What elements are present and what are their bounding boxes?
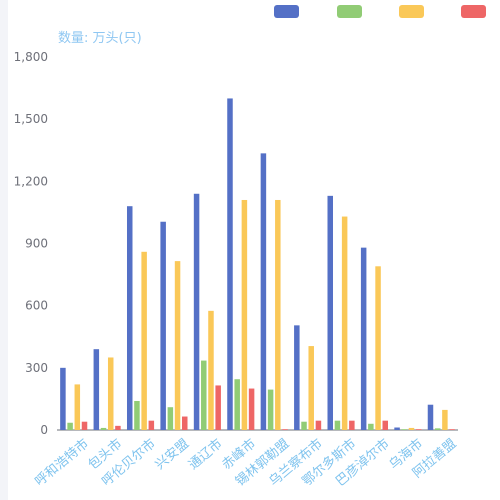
bar[interactable] xyxy=(234,379,240,430)
bar[interactable] xyxy=(434,428,441,430)
y-tick-label: 1,500 xyxy=(14,112,48,126)
bar-group xyxy=(360,247,389,430)
x-tick-label: 兴安盟 xyxy=(153,436,193,473)
bar[interactable] xyxy=(115,425,121,430)
bar-group xyxy=(394,427,422,430)
x-tick-label: 通辽市 xyxy=(185,436,225,473)
bar[interactable] xyxy=(349,420,355,430)
bar[interactable] xyxy=(227,98,233,430)
bar[interactable] xyxy=(327,195,333,430)
legend-swatch[interactable] xyxy=(461,5,486,18)
bar[interactable] xyxy=(375,266,381,430)
bar[interactable] xyxy=(394,427,400,430)
bar[interactable] xyxy=(81,421,88,430)
bar[interactable] xyxy=(215,385,221,430)
bar[interactable] xyxy=(282,429,288,430)
y-tick-label: 1,200 xyxy=(14,174,48,188)
bar[interactable] xyxy=(415,429,422,430)
bar[interactable] xyxy=(308,346,314,430)
legend-swatch[interactable] xyxy=(337,5,362,18)
bar[interactable] xyxy=(174,261,181,430)
bar[interactable] xyxy=(134,400,140,430)
bars xyxy=(60,98,455,430)
bar[interactable] xyxy=(208,310,214,430)
bar[interactable] xyxy=(275,199,281,430)
legend-swatch[interactable] xyxy=(274,5,299,18)
bar[interactable] xyxy=(408,427,415,430)
bar[interactable] xyxy=(401,429,408,430)
bar[interactable] xyxy=(301,421,307,430)
bar[interactable] xyxy=(334,420,341,430)
y-tick-label: 1,800 xyxy=(14,50,48,64)
bar[interactable] xyxy=(248,388,255,430)
bar[interactable] xyxy=(449,429,455,430)
x-tick-label: 呼和浩特市 xyxy=(32,436,92,490)
left-edge-strip xyxy=(0,0,8,500)
bar-group xyxy=(60,367,88,430)
legend xyxy=(274,5,486,18)
bar[interactable] xyxy=(148,420,155,430)
bar-group xyxy=(193,193,221,430)
bar[interactable] xyxy=(141,251,147,430)
bar[interactable] xyxy=(341,216,348,430)
legend-swatch[interactable] xyxy=(399,5,424,18)
bar[interactable] xyxy=(167,407,174,430)
bar-group xyxy=(294,325,322,430)
bar[interactable] xyxy=(267,389,274,430)
bar[interactable] xyxy=(294,325,300,430)
bar[interactable] xyxy=(67,422,73,430)
bar[interactable] xyxy=(182,416,188,430)
y-axis-unit-label: 数量: 万头(只) xyxy=(58,31,142,46)
y-tick-label: 600 xyxy=(25,299,48,313)
bar[interactable] xyxy=(100,427,107,430)
bar[interactable] xyxy=(315,420,322,430)
y-tick-label: 0 xyxy=(40,423,48,437)
bar-group xyxy=(160,221,188,430)
bar[interactable] xyxy=(93,349,100,430)
bar-group xyxy=(260,153,288,430)
bar[interactable] xyxy=(382,420,389,430)
bar-group xyxy=(93,349,121,430)
bar[interactable] xyxy=(107,357,114,430)
bar-group xyxy=(427,404,455,430)
bar[interactable] xyxy=(201,360,207,430)
bar-group xyxy=(126,206,155,430)
bar[interactable] xyxy=(427,404,434,430)
bar[interactable] xyxy=(260,153,267,430)
y-axis-ticks: 0 300 600 900 1,200 1,500 1,800 xyxy=(14,50,48,437)
x-axis-ticks: 呼和浩特市包头市呼伦贝尔市兴安盟通辽市赤峰市锡林郭勒盟乌兰察布市鄂尔多斯市巴彦淖… xyxy=(32,436,460,490)
y-tick-label: 900 xyxy=(25,237,48,251)
bar[interactable] xyxy=(60,367,66,430)
bar[interactable] xyxy=(74,384,81,430)
bar[interactable] xyxy=(241,199,248,430)
bar-group xyxy=(327,195,355,430)
bar[interactable] xyxy=(193,193,200,430)
bar[interactable] xyxy=(368,423,374,430)
bar-group xyxy=(227,98,255,430)
bar[interactable] xyxy=(126,206,133,430)
bar[interactable] xyxy=(442,409,448,430)
bar[interactable] xyxy=(160,221,166,430)
y-tick-label: 300 xyxy=(25,361,48,375)
bar[interactable] xyxy=(360,247,367,430)
